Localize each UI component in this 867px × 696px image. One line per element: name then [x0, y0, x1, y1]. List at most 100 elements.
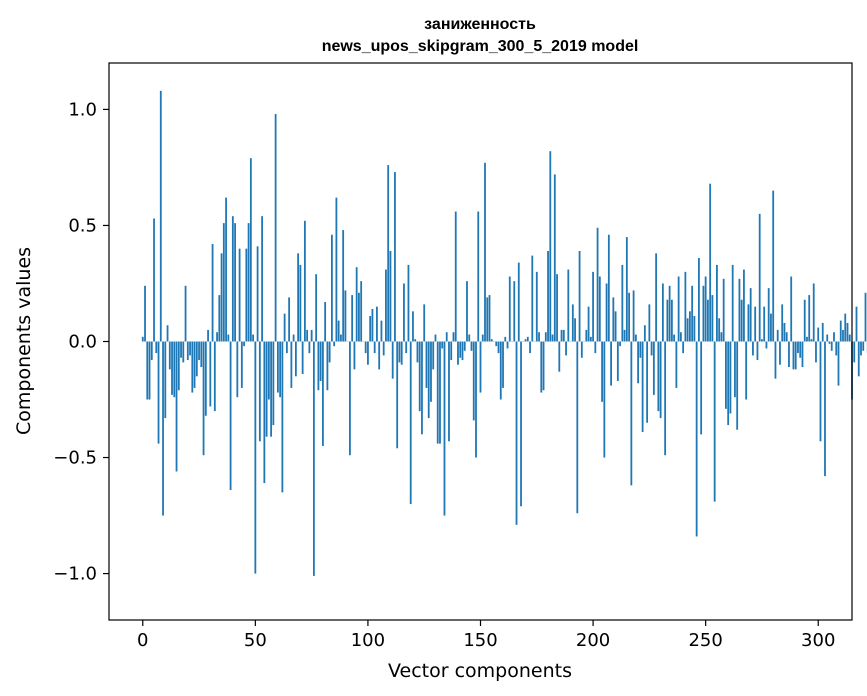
- bar-103: [373, 341, 376, 354]
- bar-56: [267, 341, 270, 400]
- bar-147: [472, 341, 475, 421]
- bars-group: [141, 90, 867, 576]
- bar-15: [175, 341, 178, 472]
- bar-310: [839, 320, 842, 342]
- bar-134: [443, 341, 446, 516]
- bar-82: [326, 341, 329, 391]
- bar-133: [441, 341, 444, 349]
- bar-306: [830, 341, 833, 351]
- bar-2: [146, 341, 149, 400]
- bar-111: [391, 341, 394, 379]
- bar-168: [520, 341, 522, 507]
- bar-249: [702, 285, 705, 342]
- bar-301: [819, 341, 822, 442]
- bar-72: [303, 220, 306, 342]
- bar-125: [423, 304, 426, 342]
- bar-50: [254, 341, 257, 574]
- bar-26: [200, 341, 203, 368]
- bar-151: [481, 334, 484, 342]
- bar-87: [337, 320, 340, 342]
- bar-71: [301, 341, 304, 374]
- bar-308: [835, 341, 838, 356]
- bar-76: [312, 341, 315, 576]
- bar-120: [412, 311, 414, 342]
- bar-39: [229, 341, 232, 491]
- bar-229: [657, 341, 660, 412]
- bar-214: [623, 329, 626, 342]
- bar-148: [475, 341, 477, 458]
- bar-44: [240, 341, 243, 388]
- bar-299: [815, 341, 817, 363]
- bar-139: [454, 211, 457, 342]
- bar-177: [540, 341, 543, 393]
- bar-14: [173, 341, 176, 398]
- bar-184: [556, 274, 558, 342]
- bar-218: [632, 290, 635, 342]
- bar-223: [643, 325, 646, 342]
- bar-114: [398, 341, 401, 363]
- bar-198: [587, 306, 590, 342]
- bar-207: [607, 234, 610, 342]
- bar-41: [234, 223, 236, 342]
- bar-211: [616, 341, 619, 381]
- bar-316: [853, 341, 856, 363]
- bar-222: [641, 341, 644, 433]
- bar-36: [222, 223, 225, 342]
- bar-149: [477, 211, 480, 342]
- bar-181: [549, 151, 552, 342]
- bar-160: [502, 341, 504, 388]
- bar-161: [504, 336, 507, 342]
- bar-282: [776, 329, 779, 342]
- bar-283: [779, 341, 781, 365]
- bar-115: [400, 341, 403, 365]
- bar-52: [258, 341, 261, 442]
- bar-188: [565, 341, 567, 356]
- bar-176: [538, 332, 540, 342]
- bar-203: [598, 276, 601, 342]
- bar-158: [497, 341, 500, 354]
- bar-74: [308, 341, 311, 354]
- bar-59: [274, 114, 277, 342]
- bar-202: [596, 227, 599, 342]
- bar-29: [207, 329, 209, 342]
- bar-112: [394, 172, 396, 342]
- bar-199: [589, 336, 592, 342]
- bar-246: [695, 341, 698, 537]
- bar-195: [580, 341, 583, 358]
- bar-23: [193, 341, 196, 388]
- bar-230: [659, 341, 662, 419]
- bar-269: [747, 304, 750, 342]
- bar-170: [524, 339, 527, 342]
- bar-264: [736, 341, 739, 430]
- bar-135: [445, 332, 448, 342]
- bar-30: [209, 341, 212, 407]
- bar-178: [542, 341, 545, 391]
- bar-93: [351, 295, 354, 342]
- bar-280: [772, 190, 775, 342]
- bar-63: [283, 313, 286, 342]
- bar-262: [731, 264, 734, 342]
- bar-309: [837, 341, 840, 386]
- bar-215: [625, 237, 628, 342]
- bar-86: [335, 197, 338, 342]
- bar-60: [276, 341, 279, 393]
- x-tick-label-100: 100: [351, 630, 385, 651]
- bar-61: [279, 341, 282, 398]
- x-tick-label-0: 0: [137, 630, 148, 651]
- bar-90: [344, 290, 347, 342]
- bar-231: [661, 283, 664, 342]
- bar-20: [186, 341, 189, 361]
- bar-138: [452, 332, 455, 342]
- bar-234: [668, 285, 671, 342]
- bar-57: [270, 341, 273, 437]
- bar-284: [781, 304, 784, 342]
- bar-152: [484, 162, 486, 342]
- bar-96: [358, 292, 360, 342]
- bar-272: [754, 306, 757, 342]
- bar-258: [722, 278, 725, 342]
- bar-227: [652, 341, 655, 395]
- bar-256: [718, 318, 721, 342]
- bar-77: [315, 274, 318, 342]
- bar-113: [396, 341, 399, 449]
- bar-296: [808, 295, 811, 342]
